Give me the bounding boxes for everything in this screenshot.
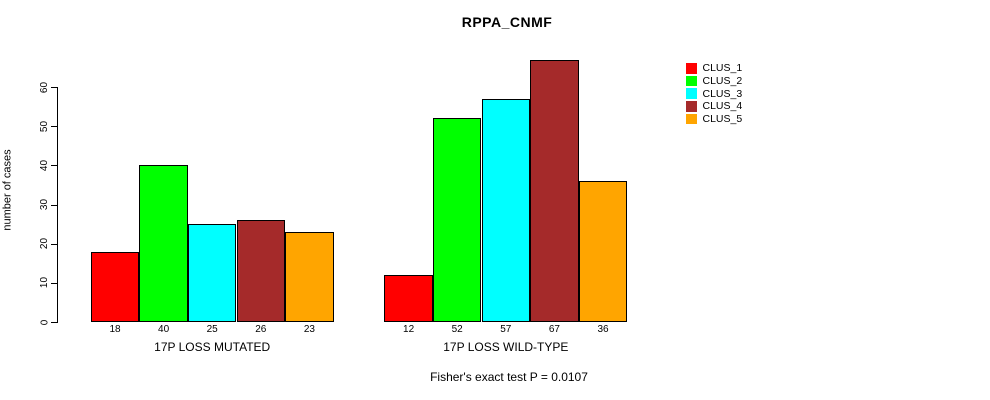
y-axis-label-text: number of cases — [1, 149, 14, 231]
y-axis-line — [57, 87, 58, 323]
chart-title: RPPA_CNMF — [461, 14, 553, 30]
legend-item: CLUS_4 — [686, 100, 742, 113]
bar-clus_4 — [236, 220, 286, 322]
bar-clus_5 — [578, 181, 628, 322]
y-axis-tick-label: 30 — [33, 196, 57, 214]
legend-label: CLUS_5 — [702, 113, 743, 126]
statistic-caption: Fisher's exact test P = 0.0107 — [430, 370, 588, 384]
bar-clus_5 — [285, 231, 334, 322]
y-axis-tick-mark — [51, 87, 57, 88]
legend-label: CLUS_1 — [702, 62, 743, 75]
y-axis-tick-mark — [51, 243, 57, 245]
legend-swatch — [686, 75, 697, 87]
bar-value-label: 67 — [548, 324, 560, 335]
legend-swatch — [686, 63, 697, 74]
legend: CLUS_1 CLUS_2 CLUS_3 CLUS_4 CLUS_5 — [686, 62, 742, 125]
legend-swatch — [686, 101, 697, 112]
x-axis-group-label: 17P LOSS WILD-TYPE — [443, 340, 569, 354]
bar-value-label: 12 — [403, 324, 415, 335]
bar-value-label: 25 — [206, 324, 218, 335]
y-axis-tick-mark — [51, 165, 57, 167]
legend-item: CLUS_5 — [686, 113, 742, 126]
bar-value-label: 40 — [158, 324, 170, 335]
y-axis-tick-label: 60 — [33, 78, 57, 96]
y-axis-tick-label: 0 — [33, 313, 57, 331]
bar-clus_4 — [530, 59, 579, 322]
y-axis-tick-label: 40 — [33, 156, 57, 174]
y-axis-tick-text: 40 — [39, 159, 51, 171]
y-axis-tick-label: 50 — [33, 117, 57, 135]
y-axis-tick-text: 60 — [39, 81, 51, 93]
bar-clus_2 — [432, 118, 482, 322]
bar-value-label: 23 — [303, 324, 315, 335]
bar-value-label: 26 — [255, 324, 267, 335]
legend-item: CLUS_2 — [686, 75, 742, 88]
y-axis-tick-label: 10 — [33, 274, 57, 292]
y-axis-tick-mark — [51, 204, 57, 206]
y-axis-tick-text: 50 — [39, 120, 51, 132]
bar-value-label: 18 — [109, 324, 121, 335]
bar-value-label: 57 — [500, 324, 512, 335]
y-axis-tick-mark — [51, 322, 57, 323]
y-axis-tick-text: 0 — [39, 319, 51, 325]
x-axis-group-label: 17P LOSS MUTATED — [154, 340, 271, 354]
legend-item: CLUS_3 — [686, 87, 742, 100]
legend-label: CLUS_2 — [702, 75, 743, 88]
legend-label: CLUS_3 — [702, 87, 743, 100]
bar-clus_3 — [481, 98, 531, 322]
bar-value-label: 36 — [597, 324, 609, 335]
bar-clus_2 — [139, 165, 188, 322]
bar-clus_1 — [384, 275, 433, 322]
y-axis-tick-text: 30 — [39, 198, 51, 211]
bar-clus_1 — [90, 251, 140, 322]
bar-clus_3 — [187, 224, 237, 322]
y-axis-tick-text: 10 — [39, 277, 51, 289]
y-axis-tick-mark — [51, 282, 57, 284]
y-axis-tick-mark — [51, 126, 57, 128]
bar-value-label: 52 — [451, 324, 463, 335]
legend-item: CLUS_1 — [686, 62, 742, 75]
legend-swatch — [686, 113, 697, 125]
y-axis-tick-label: 20 — [33, 235, 57, 253]
legend-swatch — [686, 88, 697, 99]
y-axis-tick-text: 20 — [39, 238, 51, 250]
legend-label: CLUS_4 — [702, 100, 743, 113]
